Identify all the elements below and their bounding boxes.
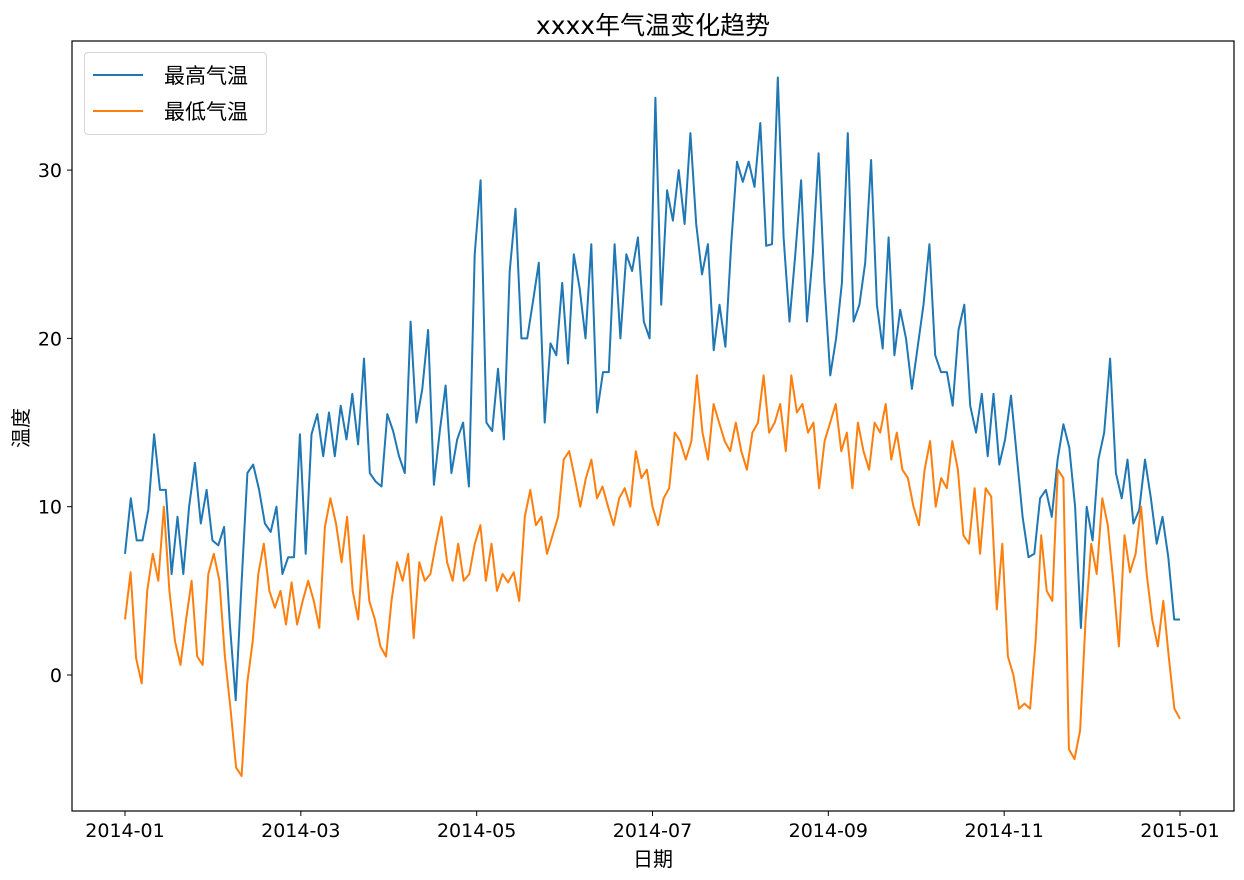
legend-label: 最低气温 (164, 100, 248, 124)
series-line-low (124, 374, 1181, 777)
chart-title: xxxx年气温变化趋势 (535, 11, 771, 40)
x-tick-label: 2015-01 (1140, 820, 1219, 842)
series-line-high (124, 76, 1180, 702)
y-axis-ticks: 0 10 20 30 (38, 160, 72, 687)
legend: 最高气温 最低气温 (84, 52, 267, 135)
legend-item-high: 最高气温 (93, 61, 248, 89)
series-layer (124, 76, 1181, 777)
x-tick-label: 2014-11 (964, 820, 1043, 842)
x-tick-label: 2014-01 (85, 820, 164, 842)
legend-label: 最高气温 (164, 64, 248, 88)
x-axis-ticks: 2014-01 2014-03 2014-05 2014-07 2014-09 2014-… (85, 811, 1220, 842)
x-tick-label: 2014-05 (437, 820, 516, 842)
legend-line-icon (93, 74, 143, 76)
y-tick-label: 30 (38, 160, 62, 182)
y-tick-label: 10 (38, 497, 62, 519)
y-tick-label: 0 (50, 665, 62, 687)
x-axis-label: 日期 (633, 847, 673, 871)
legend-item-low: 最低气温 (93, 97, 248, 125)
x-tick-label: 2014-09 (789, 820, 868, 842)
legend-line-icon (93, 110, 143, 112)
y-tick-label: 20 (38, 328, 62, 350)
x-tick-label: 2014-07 (613, 820, 692, 842)
x-tick-label: 2014-03 (261, 820, 340, 842)
y-axis-label: 温度 (9, 408, 33, 448)
